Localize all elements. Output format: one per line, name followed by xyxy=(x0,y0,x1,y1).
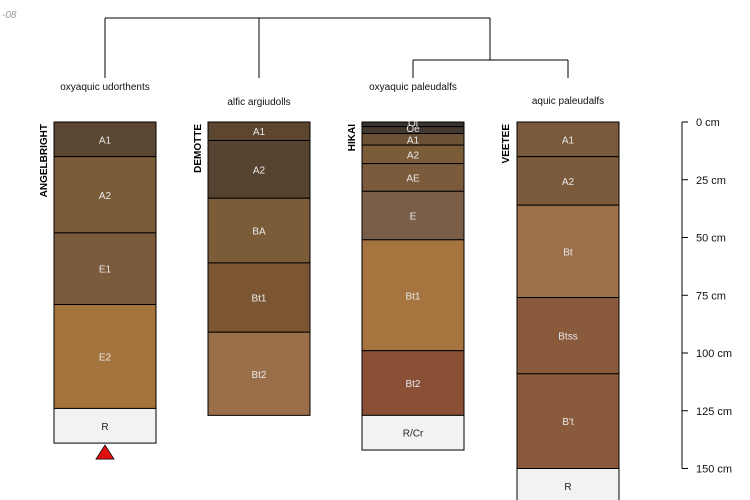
horizon-block xyxy=(361,239,465,352)
horizon-block xyxy=(207,331,311,416)
horizon-block xyxy=(516,121,620,158)
horizon-block xyxy=(53,407,157,444)
profile-name: VEETEE xyxy=(501,124,512,164)
horizon-block xyxy=(516,156,620,206)
axis-tick-label: 75 cm xyxy=(696,290,726,302)
horizon-label: B't xyxy=(562,417,574,428)
horizon-block xyxy=(361,190,465,241)
axis-tick-label: 125 cm xyxy=(696,406,732,418)
profile-name: ANGELBRIGHT xyxy=(39,124,50,197)
profile-name: DEMOTTE xyxy=(193,124,204,173)
depth-axis: 0 cm 25 cm 50 cm 75 cm 100 cm 125 cm 150 cm xyxy=(681,117,732,476)
horizon-label: R xyxy=(101,422,108,433)
horizon-label: A2 xyxy=(253,165,266,176)
profile-demotte: DEMOTTE A1 A2 BA Bt1 Bt2 xyxy=(193,121,311,416)
horizon-label: Bt2 xyxy=(405,379,420,390)
horizon-block xyxy=(53,303,157,409)
horizon-block xyxy=(516,468,620,500)
taxon-label-4: aquic paleudalfs xyxy=(532,96,604,107)
profile-angelbright: ANGELBRIGHT A1 A2 E1 E2 R xyxy=(39,121,157,460)
axis-tick-label: 0 cm xyxy=(696,117,720,129)
dendrogram xyxy=(104,17,569,78)
horizon-label: R/Cr xyxy=(403,429,424,440)
horizon-block xyxy=(516,373,620,470)
horizon-label: R xyxy=(564,482,571,493)
horizon-block xyxy=(361,414,465,451)
horizon-label: A2 xyxy=(562,177,575,188)
axis-tick-label: 25 cm xyxy=(696,175,726,187)
horizon-label: A1 xyxy=(253,127,266,138)
horizon-label: Oe xyxy=(406,124,420,135)
corner-label: -08 xyxy=(2,10,17,21)
horizon-label: E xyxy=(410,212,417,223)
horizon-label: E1 xyxy=(99,265,112,276)
axis-tick-label: 100 cm xyxy=(696,348,732,360)
profile-name: HIKAI xyxy=(347,124,358,151)
horizon-block xyxy=(53,156,157,234)
horizon-block xyxy=(53,232,157,305)
horizon-block xyxy=(516,204,620,299)
warning-triangle-icon xyxy=(95,444,115,460)
horizon-block xyxy=(207,262,311,333)
taxon-label-2: alfic argiudolls xyxy=(227,97,290,108)
horizon-label: Bt2 xyxy=(251,370,266,381)
horizon-label: A1 xyxy=(99,135,112,146)
horizon-label: A1 xyxy=(562,135,575,146)
horizon-label: AE xyxy=(406,173,420,184)
horizon-label: A1 xyxy=(407,135,420,146)
horizon-block xyxy=(361,163,465,192)
profile-veetee: VEETEE A1 A2 Bt Btss B't R xyxy=(501,121,620,500)
horizon-label: Oi xyxy=(408,118,418,129)
axis-tick-label: 50 cm xyxy=(696,233,726,245)
horizon-block xyxy=(516,297,620,375)
horizon-block xyxy=(361,350,465,416)
horizon-label: Bt1 xyxy=(251,294,266,305)
horizon-label: A2 xyxy=(407,150,420,161)
taxon-label-1: oxyaquic udorthents xyxy=(60,82,150,93)
horizon-label: A2 xyxy=(99,191,112,202)
horizon-label: Btss xyxy=(558,332,577,343)
horizon-block xyxy=(207,197,311,264)
horizon-label: BA xyxy=(252,227,266,238)
horizon-block xyxy=(207,139,311,199)
taxon-label-3: oxyaquic paleudalfs xyxy=(369,82,457,93)
axis-tick-label: 150 cm xyxy=(696,464,732,476)
horizon-label: E2 xyxy=(99,352,112,363)
horizon-label: Bt1 xyxy=(405,291,420,302)
horizon-label: Bt xyxy=(563,247,573,258)
